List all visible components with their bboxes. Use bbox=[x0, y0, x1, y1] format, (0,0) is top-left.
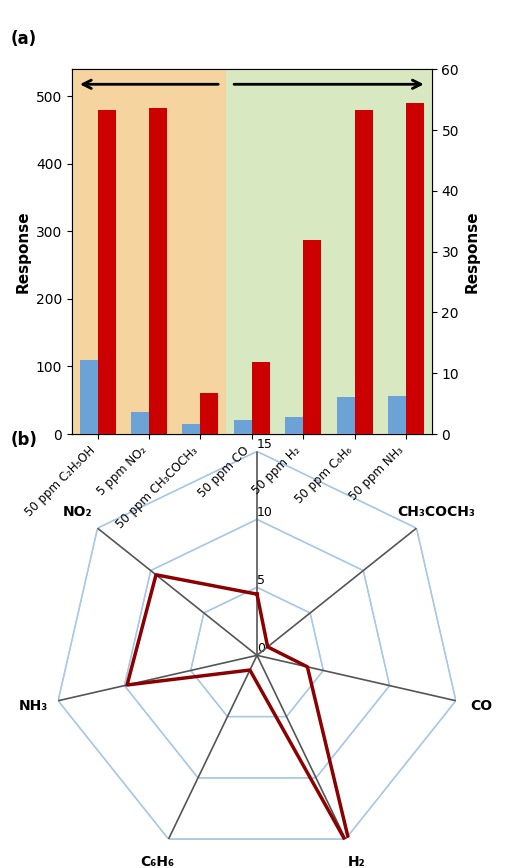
Bar bbox=[337, 397, 355, 434]
Y-axis label: Response: Response bbox=[465, 210, 480, 293]
Bar bbox=[226, 69, 432, 434]
Bar bbox=[98, 110, 116, 434]
Bar bbox=[182, 424, 200, 434]
Bar bbox=[200, 393, 218, 434]
Bar bbox=[80, 359, 98, 434]
Bar bbox=[252, 362, 270, 434]
Bar bbox=[234, 420, 252, 434]
Bar bbox=[388, 396, 406, 434]
Text: (b): (b) bbox=[10, 431, 37, 450]
Bar bbox=[149, 108, 167, 434]
Bar bbox=[406, 103, 424, 434]
Bar bbox=[131, 411, 149, 434]
Text: (a): (a) bbox=[10, 30, 36, 49]
Bar bbox=[303, 240, 321, 434]
Bar bbox=[72, 69, 226, 434]
Bar bbox=[355, 110, 373, 434]
Y-axis label: Response: Response bbox=[15, 210, 30, 293]
Bar bbox=[285, 418, 303, 434]
